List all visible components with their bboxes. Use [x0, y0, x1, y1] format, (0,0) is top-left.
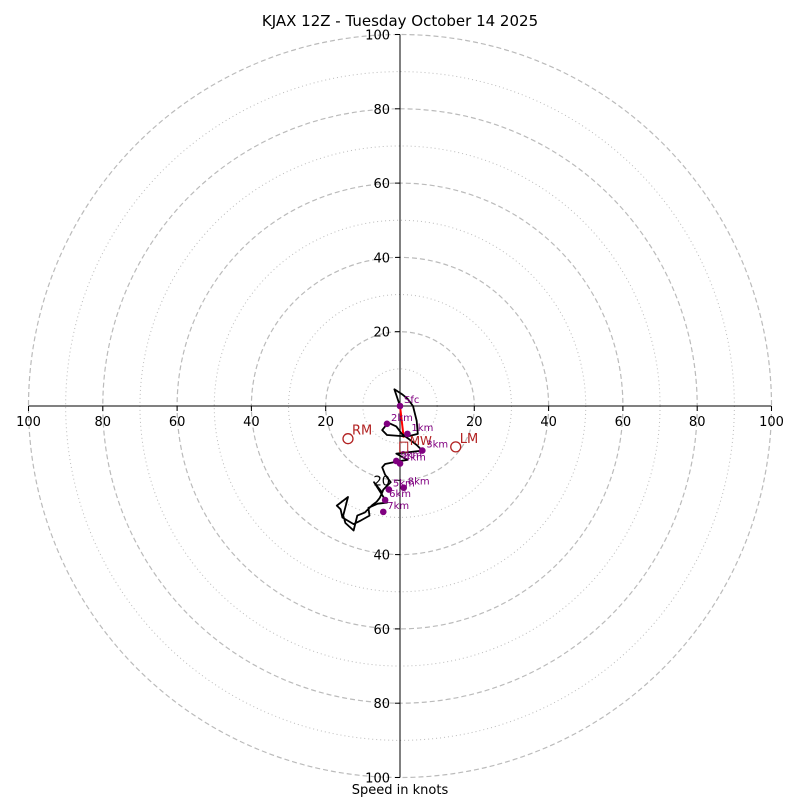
height-label: 7km — [387, 501, 409, 512]
x-axis-label: Speed in knots — [351, 783, 449, 798]
height-marker-6km — [381, 496, 389, 504]
x-tick-label: 60 — [615, 415, 632, 430]
x-tick-label: 60 — [169, 415, 186, 430]
height-label: 6km — [389, 489, 411, 500]
x-tick-label: 20 — [466, 415, 483, 430]
hodograph-trace — [335, 388, 424, 532]
x-tick-label: 100 — [16, 415, 41, 430]
y-tick-label: 40 — [373, 549, 390, 564]
height-marker-3km — [418, 447, 426, 454]
y-tick-label: 20 — [373, 326, 390, 341]
y-tick-label: 60 — [373, 623, 390, 638]
height-marker-sfc — [396, 402, 404, 410]
height-marker-2km — [383, 420, 391, 428]
y-tick-label: 80 — [373, 103, 390, 118]
y-tick-label: 100 — [365, 772, 390, 787]
height-label: 2km — [391, 413, 413, 424]
shear-vector — [399, 405, 405, 438]
x-tick-label: 100 — [759, 415, 784, 430]
storm-motion-rm-marker — [342, 433, 354, 445]
x-tick-label: 40 — [243, 415, 260, 430]
height-marker-9km — [392, 457, 400, 465]
chart-title: KJAX 12Z - Tuesday October 14 2025 — [261, 12, 539, 30]
height-marker-1km — [404, 430, 411, 438]
x-tick-label: 40 — [540, 415, 557, 430]
height-label: 3km — [426, 440, 448, 451]
height-marker-7km — [379, 508, 387, 516]
y-tick-label: 80 — [373, 697, 390, 712]
storm-motion-label: RM — [352, 424, 372, 439]
height-marker-5km — [385, 486, 393, 493]
storm-motion-lm-marker — [450, 441, 462, 453]
y-tick-label: 100 — [365, 29, 390, 44]
storm-motion-mw-marker — [399, 441, 409, 453]
height-label: Sfc — [404, 395, 419, 406]
storm-motion-label: MW — [410, 434, 432, 448]
y-tick-label: 40 — [373, 251, 390, 266]
height-marker-8km — [400, 484, 408, 492]
x-tick-label: 80 — [689, 415, 706, 430]
height-label: 9km — [400, 450, 422, 461]
x-tick-label: 80 — [95, 415, 112, 430]
height-label: 4km — [404, 453, 426, 464]
x-tick-label: 20 — [317, 415, 334, 430]
storm-motion-label: LM — [460, 432, 478, 447]
y-tick-label: 60 — [373, 177, 390, 192]
height-label: 1km — [411, 423, 433, 434]
height-label: 8km — [408, 477, 430, 488]
height-label: 5km — [393, 479, 415, 490]
